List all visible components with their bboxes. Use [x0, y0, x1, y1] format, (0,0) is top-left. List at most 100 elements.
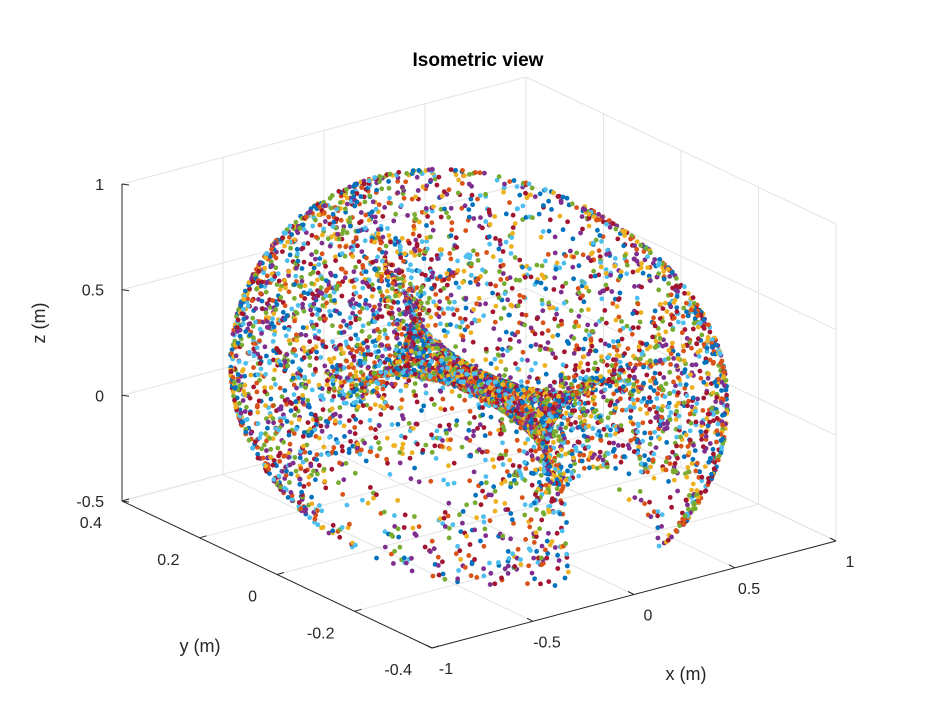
scatter-point [331, 289, 337, 295]
scatter-point [313, 249, 319, 255]
scatter-point [632, 495, 638, 500]
scatter-point [584, 438, 590, 443]
scatter-point [447, 251, 453, 256]
scatter-point [264, 448, 269, 453]
scatter-point [353, 417, 359, 422]
scatter-point [469, 320, 475, 326]
scatter-point [620, 443, 626, 448]
scatter-point [675, 455, 680, 461]
scatter-point [278, 418, 283, 424]
scatter-point [355, 441, 361, 447]
scatter-point [608, 272, 613, 278]
scatter-point [529, 367, 534, 373]
scatter-point [670, 449, 675, 455]
scatter-point [412, 248, 418, 254]
scatter-point [392, 381, 398, 387]
scatter-point [466, 553, 472, 558]
scatter-point [377, 307, 383, 312]
scatter-point [520, 264, 525, 270]
scatter-point [361, 181, 367, 187]
scatter-point [414, 421, 420, 427]
scatter-point [436, 174, 442, 180]
scatter-point [617, 487, 622, 492]
grid-lines [121, 76, 837, 649]
scatter-point [384, 435, 390, 441]
scatter-point [306, 481, 312, 487]
scatter-point [300, 399, 306, 405]
scatter-point [439, 443, 444, 449]
scatter-point [648, 250, 653, 256]
grid-line [354, 503, 759, 612]
scatter-point [296, 395, 302, 401]
scatter-point [540, 308, 546, 314]
scatter-point [323, 263, 328, 269]
scatter-point [474, 301, 479, 307]
scatter-point [420, 324, 425, 329]
scatter-point [349, 279, 355, 284]
scatter-point [532, 194, 538, 200]
scatter-point [289, 420, 294, 426]
scatter-point [311, 265, 317, 271]
scatter-point [471, 307, 476, 312]
scatter-point [270, 416, 276, 422]
scatter-point [615, 443, 621, 448]
scatter-point [462, 565, 468, 570]
scatter-point [403, 560, 409, 566]
scatter-point [450, 522, 456, 528]
scatter-point [247, 349, 252, 355]
scatter-point [483, 383, 488, 389]
scatter-point [496, 295, 502, 301]
scatter-point [405, 213, 410, 218]
scatter-point [581, 452, 587, 458]
scatter-point [447, 446, 452, 452]
scatter-point [251, 335, 256, 340]
scatter-point [323, 344, 329, 350]
scatter-point [414, 324, 420, 330]
scatter-point [325, 378, 330, 383]
scatter-point [284, 258, 290, 264]
scatter-point [642, 501, 647, 507]
scatter-point [428, 234, 433, 240]
scatter-point [458, 557, 463, 562]
scatter-point [494, 400, 500, 406]
scatter-point [475, 258, 481, 263]
scatter-point [380, 234, 386, 240]
scatter-point [320, 524, 326, 530]
scatter-point [431, 299, 437, 305]
scatter-point [463, 295, 469, 301]
scatter-point [228, 369, 234, 374]
scatter-point [471, 433, 476, 439]
scatter-point [545, 252, 551, 257]
scatter-point [521, 294, 527, 300]
scatter-point [372, 219, 378, 225]
scatter-point [412, 465, 417, 471]
scatter-point [254, 380, 260, 386]
scatter-point [382, 327, 388, 333]
scatter-point [410, 426, 416, 431]
scatter-point [370, 339, 376, 344]
scatter-point [375, 231, 381, 237]
scatter-point [601, 394, 606, 400]
scatter-point [454, 244, 460, 250]
scatter-point [270, 339, 276, 344]
scatter-point [423, 383, 428, 388]
scatter-point [429, 220, 435, 226]
scatter-point [446, 500, 452, 506]
scatter-point [290, 375, 296, 381]
scatter-point [569, 451, 575, 457]
scatter-point [428, 177, 434, 183]
scatter-point [315, 471, 320, 477]
scatter-point [547, 464, 553, 469]
scatter-point [283, 472, 289, 478]
scatter-point [426, 308, 432, 313]
scatter-point [460, 280, 466, 285]
scatter-point [408, 275, 414, 281]
scatter-point [572, 461, 577, 467]
scatter-point [240, 321, 246, 327]
scatter-point [424, 238, 430, 244]
scatter-point [624, 323, 630, 329]
scatter-point [238, 303, 244, 308]
scatter-point [560, 227, 566, 233]
scatter-point [636, 444, 642, 450]
scatter-point [278, 362, 284, 368]
